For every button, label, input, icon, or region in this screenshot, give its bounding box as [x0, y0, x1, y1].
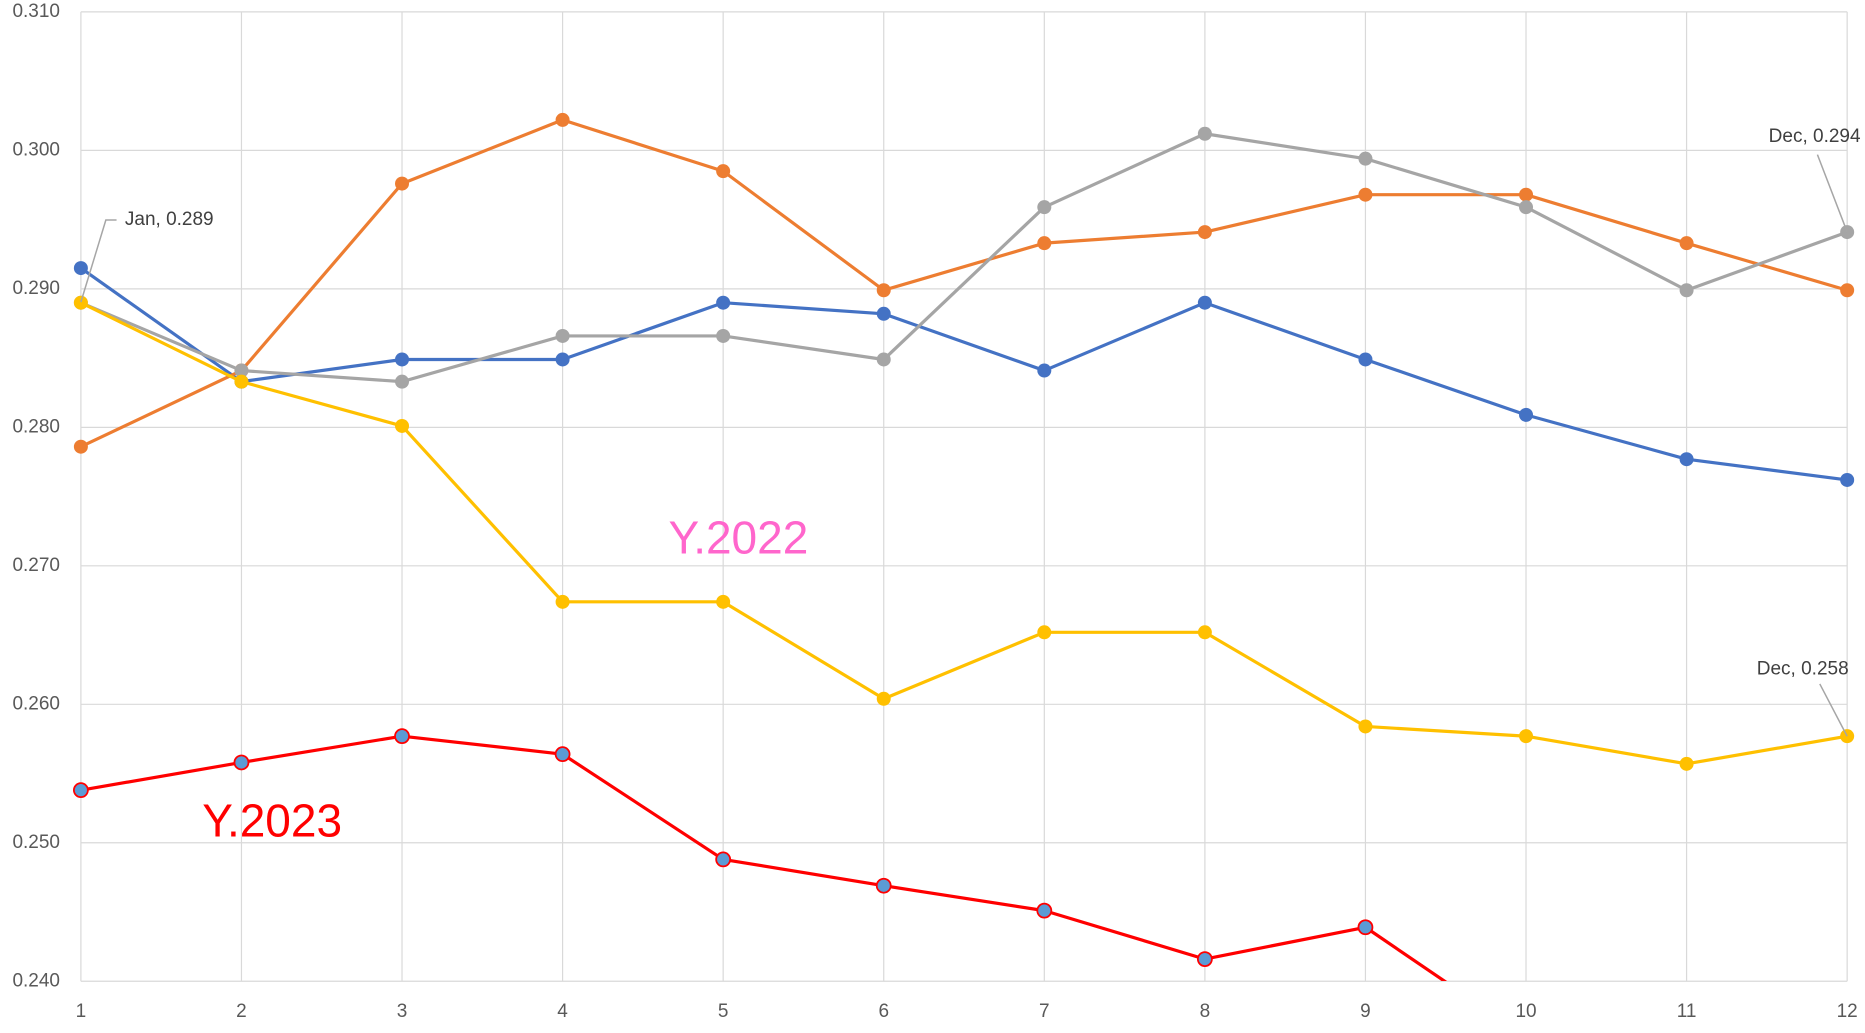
- data-point: [875, 877, 892, 894]
- annotation-leader: [80, 219, 117, 303]
- data-point: [715, 851, 732, 868]
- x-tick-label: 10: [1515, 1001, 1536, 1022]
- data-point: [1679, 756, 1694, 771]
- data-point: [1358, 352, 1373, 367]
- annotation: Jan, 0.289: [125, 209, 214, 230]
- annotation: Y.2023: [202, 794, 342, 846]
- data-point: [1519, 1030, 1533, 1033]
- data-point: [876, 306, 891, 321]
- data-point: [1197, 295, 1212, 310]
- x-tick-label: 5: [718, 1001, 729, 1022]
- data-point: [1037, 625, 1052, 640]
- x-tick-label: 11: [1677, 1001, 1697, 1022]
- data-point: [1840, 225, 1855, 240]
- annotation: Y.2022: [668, 511, 808, 563]
- data-point: [395, 418, 410, 433]
- data-point: [555, 594, 570, 609]
- data-point: [1358, 187, 1373, 202]
- x-tick-label: 6: [878, 1001, 889, 1022]
- data-point: [73, 295, 88, 310]
- data-point: [555, 328, 570, 343]
- data-point: [1196, 951, 1213, 968]
- y-tick-label: 0.280: [12, 416, 60, 437]
- data-point: [1036, 902, 1053, 919]
- data-point: [73, 261, 88, 276]
- annotation: Dec, 0.258: [1757, 659, 1849, 680]
- data-point: [1519, 729, 1534, 744]
- data-point: [1357, 919, 1374, 936]
- x-tick-label: 8: [1200, 1001, 1211, 1022]
- labels: 0.240 0.250 0.260 0.270 0.280 0.290 0.300 0.310…: [12, 1, 1861, 1022]
- series-line: [80, 734, 1448, 981]
- data-point: [1679, 236, 1694, 251]
- data-point: [233, 754, 250, 771]
- data-point: [555, 112, 570, 127]
- y-tick-label: 0.270: [12, 555, 60, 576]
- annotation-leader: [1816, 154, 1848, 233]
- data-point: [876, 691, 891, 706]
- data-point: [554, 746, 571, 763]
- series-line: [79, 266, 1848, 482]
- data-point: [1679, 283, 1694, 298]
- data-point: [1197, 225, 1212, 240]
- data-point: [716, 295, 731, 310]
- data-point: [1519, 407, 1534, 422]
- data-point: [1358, 719, 1373, 734]
- x-tick-label: 2: [236, 1001, 247, 1022]
- data-point: [395, 374, 410, 389]
- data-point: [234, 374, 249, 389]
- data-point: [73, 439, 88, 454]
- series-line: [80, 132, 1848, 384]
- data-point: [395, 352, 410, 367]
- x-tick-label: 9: [1360, 1001, 1371, 1022]
- data-point: [716, 594, 731, 609]
- x-tick-label: 3: [397, 1001, 408, 1022]
- data-point: [555, 352, 570, 367]
- y-tick-label: 0.240: [12, 970, 60, 991]
- grid: [80, 11, 1848, 982]
- data-point: [394, 728, 410, 745]
- y-tick-label: 0.250: [12, 832, 60, 853]
- data-point: [1197, 126, 1212, 141]
- data-point: [1358, 151, 1373, 166]
- data-point: [1840, 283, 1855, 298]
- data-point: [234, 363, 249, 378]
- data-point: [1519, 200, 1534, 215]
- y-tick-label: 0.310: [12, 1, 60, 22]
- data-point: [716, 164, 731, 179]
- annotation-leader: [1819, 683, 1848, 737]
- y-tick-label: 0.300: [12, 139, 60, 160]
- data-point: [1037, 363, 1052, 378]
- x-tick-label: 7: [1039, 1001, 1050, 1022]
- y-tick-label: 0.290: [12, 278, 60, 299]
- data-point: [1840, 472, 1855, 487]
- data-point: [1679, 452, 1694, 467]
- data-point: [1037, 200, 1052, 215]
- data-point: [1037, 236, 1052, 251]
- data-point: [1519, 187, 1534, 202]
- annotation: Dec, 0.294: [1769, 126, 1861, 147]
- x-tick-label: 4: [557, 1001, 568, 1022]
- plot-area: [72, 112, 1855, 1033]
- y-tick-label: 0.260: [12, 693, 60, 714]
- data-point: [72, 782, 89, 799]
- series-line: [80, 118, 1848, 449]
- data-point: [1197, 625, 1212, 640]
- series-line: [80, 301, 1848, 766]
- x-tick-label: 1: [76, 1001, 87, 1022]
- data-point: [716, 328, 731, 343]
- x-tick-label: 12: [1837, 1001, 1858, 1022]
- data-point: [876, 352, 891, 367]
- data-point: [395, 176, 410, 191]
- data-point: [876, 283, 891, 298]
